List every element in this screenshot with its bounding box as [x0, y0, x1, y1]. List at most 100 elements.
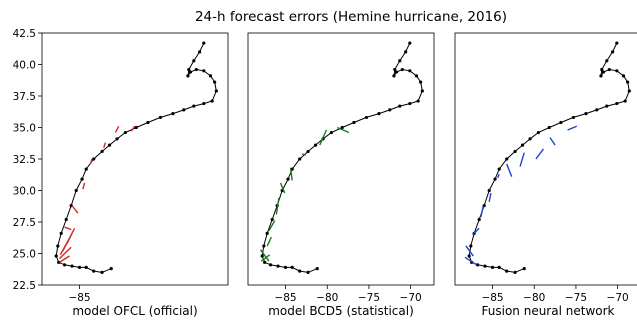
error-segment: [319, 129, 328, 146]
panel-label: model OFCL (official): [72, 304, 197, 318]
track-point: [70, 264, 74, 268]
track-point: [214, 89, 218, 93]
track-point: [393, 67, 397, 72]
error-segment: [336, 126, 350, 134]
track-point: [315, 267, 319, 271]
track-point: [283, 265, 288, 269]
track-point: [265, 231, 269, 235]
track-point: [601, 70, 606, 74]
track-point: [171, 112, 175, 116]
track-point: [595, 108, 599, 112]
track-point: [270, 217, 274, 222]
track-point: [134, 125, 138, 130]
plot-area: [259, 41, 424, 274]
track-point: [263, 260, 267, 264]
track-point: [182, 108, 186, 112]
track-point: [329, 130, 334, 135]
error-segment: [535, 148, 544, 160]
track-point: [187, 67, 191, 72]
error-segment: [59, 246, 72, 260]
track-point: [298, 269, 302, 273]
track-point: [627, 89, 631, 93]
x-tick-label: −75: [565, 292, 587, 304]
track-point: [404, 50, 408, 54]
track-point: [84, 265, 88, 269]
track-point: [202, 69, 206, 73]
track-point: [74, 188, 78, 193]
error-segment: [89, 158, 93, 165]
error-segment: [480, 205, 485, 218]
track-point: [394, 70, 399, 74]
error-segment: [103, 142, 107, 148]
track-point: [408, 101, 412, 106]
track-point: [605, 104, 609, 108]
track-point: [414, 74, 419, 78]
error-segment: [260, 254, 271, 262]
track-point: [92, 157, 96, 161]
track-point: [364, 115, 369, 120]
error-segment: [567, 125, 578, 131]
x-tick-label: −75: [358, 292, 380, 304]
track-point: [416, 99, 420, 103]
track-point: [377, 112, 381, 116]
track-point: [615, 41, 619, 45]
track-point: [306, 270, 310, 274]
track-point: [80, 177, 84, 181]
track-point: [505, 157, 509, 161]
track-point: [493, 177, 497, 181]
track-point: [262, 244, 266, 248]
track-point: [198, 50, 202, 54]
x-tick-label: −85: [481, 292, 503, 304]
track-point: [483, 264, 487, 268]
track-point: [313, 143, 318, 147]
track-point: [388, 108, 392, 112]
track-point: [107, 143, 112, 147]
track-point: [469, 244, 473, 248]
track-point: [611, 50, 615, 54]
track-point: [208, 74, 213, 78]
track-point: [276, 264, 280, 268]
track-point: [268, 263, 273, 267]
track-point: [188, 70, 193, 74]
track-point: [298, 157, 302, 161]
track-point: [158, 115, 163, 120]
panel-label: Fusion neural network: [482, 304, 615, 318]
track-point: [513, 149, 517, 154]
track-line: [261, 42, 423, 273]
track-point: [146, 120, 150, 125]
error-segment: [82, 182, 86, 190]
error-segment: [279, 182, 286, 194]
x-tick-label: −70: [400, 292, 422, 304]
chart-title: 24-h forecast errors (Hemine hurricane, …: [195, 9, 507, 25]
track-point: [621, 74, 626, 78]
track-point: [547, 125, 551, 130]
track-point: [77, 265, 82, 269]
track-point: [54, 254, 58, 258]
y-tick-label: 42.5: [13, 28, 36, 40]
track-point: [626, 80, 630, 84]
error-segment: [496, 173, 500, 179]
x-tick-label: −85: [68, 292, 90, 304]
x-tick-label: −85: [274, 292, 296, 304]
track-point: [400, 67, 404, 72]
track-point: [392, 74, 396, 78]
track-point: [487, 188, 491, 193]
y-tick-label: 30.0: [13, 185, 36, 197]
error-segment: [114, 125, 120, 133]
y-tick-label: 25.0: [13, 248, 36, 260]
track-point: [607, 67, 611, 72]
track-point: [420, 89, 424, 93]
error-segment: [130, 125, 136, 132]
x-tick-label: −70: [607, 292, 629, 304]
track-point: [62, 263, 67, 267]
track-point: [490, 265, 495, 269]
error-segment: [549, 137, 556, 146]
track-line: [468, 42, 630, 273]
error-segment: [519, 152, 525, 167]
track-point: [64, 217, 68, 222]
error-segment: [66, 227, 76, 244]
track-point: [467, 254, 471, 258]
panel-frame: [454, 32, 637, 286]
track-point: [599, 74, 603, 78]
